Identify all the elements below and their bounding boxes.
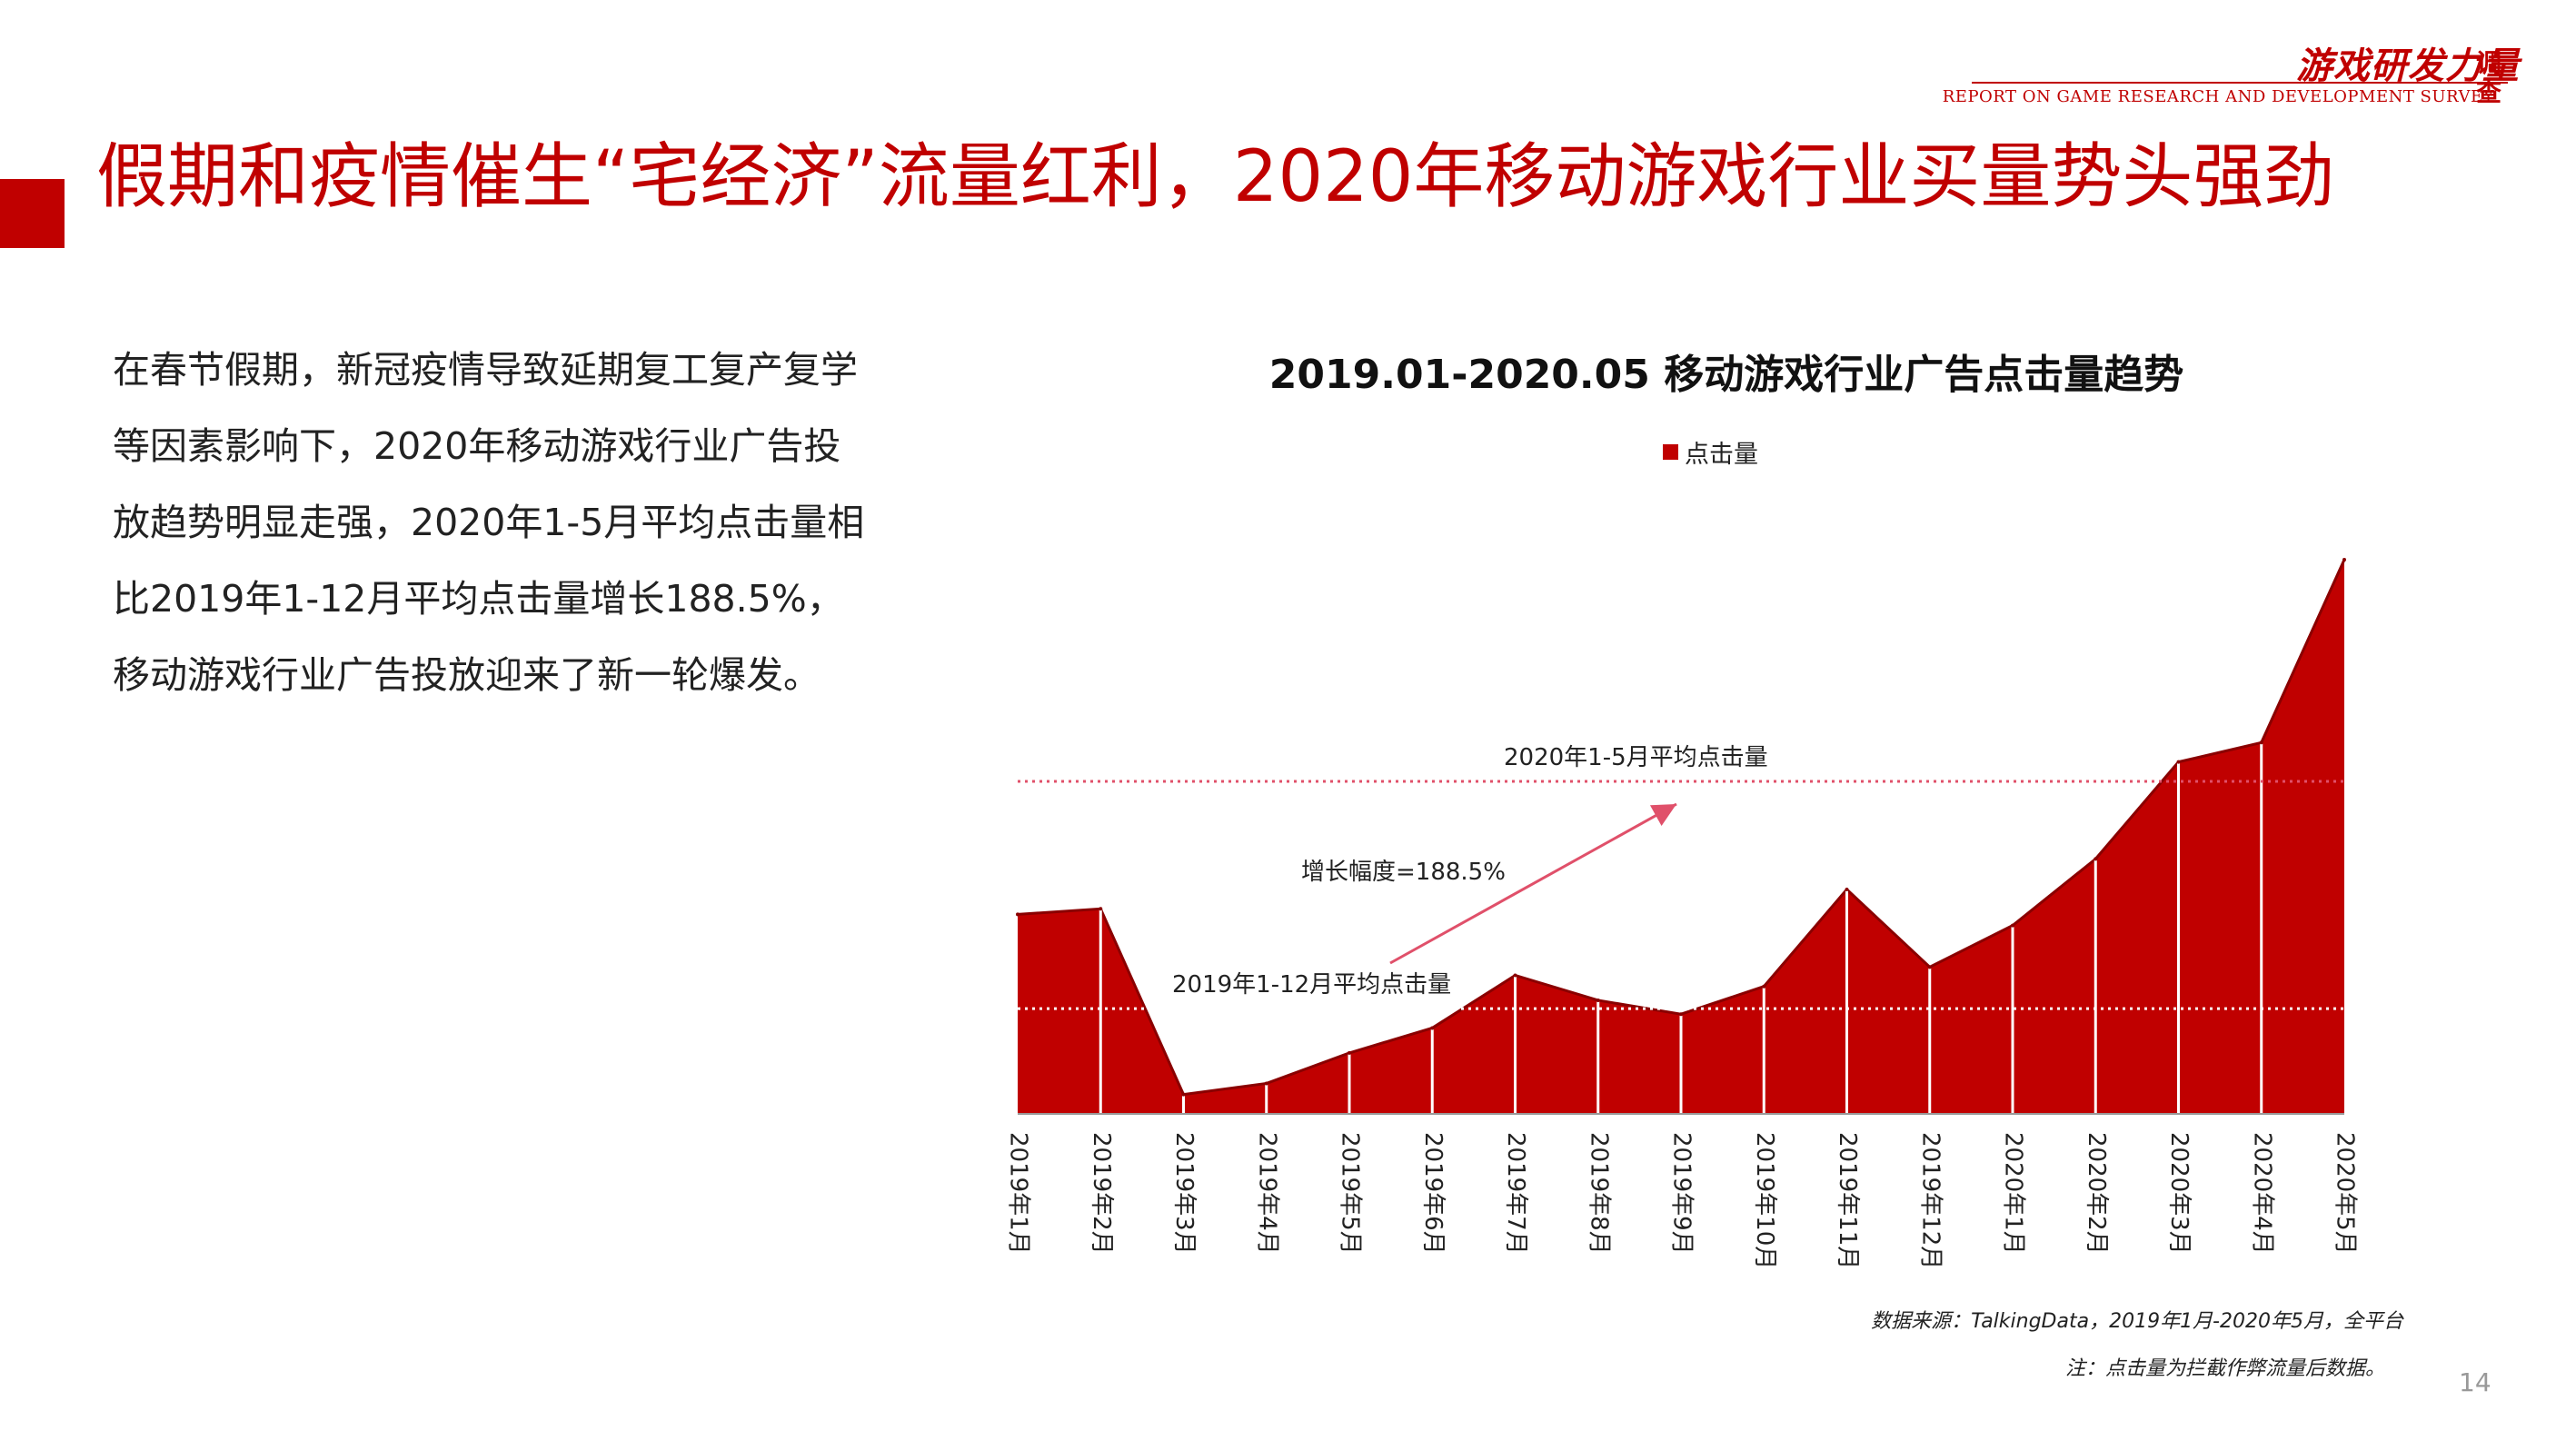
x-tick-label: 2019年2月 [1088, 1132, 1115, 1255]
x-tick-label: 2020年4月 [2248, 1132, 2275, 1255]
x-tick-label: 2019年10月 [1751, 1132, 1778, 1269]
brand-divider [1972, 82, 2508, 84]
growth-annotation-label: 增长幅度=188.5% [1301, 859, 1506, 886]
x-tick-label: 2019年9月 [1668, 1132, 1696, 1255]
x-tick-label: 2019年7月 [1502, 1132, 1529, 1255]
x-tick-label: 2019年3月 [1170, 1132, 1198, 1255]
x-tick-label: 2019年1月 [1005, 1132, 1032, 1255]
title-accent-block [0, 179, 65, 248]
data-point [1513, 973, 1517, 978]
x-tick-label: 2019年8月 [1585, 1132, 1612, 1255]
x-tick-label: 2019年12月 [1916, 1132, 1944, 1269]
body-paragraph: 在春节假期，新冠疫情导致延期复工复产复学等因素影响下，2020年移动游戏行业广告… [113, 348, 865, 697]
data-point [2094, 857, 2098, 861]
x-tick-label: 2019年4月 [1253, 1132, 1280, 1255]
reference-label-2020: 2020年1-5月平均点击量 [1504, 744, 1768, 771]
data-point [1016, 912, 1019, 917]
data-point [1596, 998, 1600, 1002]
data-note: 注：点击量为拦截作弊流量后数据。 [2064, 1357, 2385, 1380]
growth-arrow-line [1389, 802, 1677, 965]
legend-swatch [1663, 444, 1678, 460]
x-tick-label: 2019年6月 [1419, 1132, 1447, 1255]
data-point [1264, 1081, 1268, 1086]
brand-title: 游戏研发力量 [2296, 45, 2520, 87]
data-point [1927, 965, 1932, 969]
data-point [2342, 558, 2346, 561]
x-tick-label: 2020年2月 [2083, 1132, 2110, 1255]
data-point [1181, 1092, 1186, 1097]
data-point [2011, 923, 2014, 928]
data-source: 数据来源：TalkingData，2019年1月-2020年5月，全平台 [1871, 1310, 2403, 1333]
data-point [1679, 1012, 1683, 1017]
page-number: 14 [2459, 1367, 2491, 1397]
x-tick-label: 2020年3月 [2165, 1132, 2193, 1255]
data-point [1430, 1026, 1435, 1030]
data-point [2259, 740, 2263, 745]
data-point [1348, 1050, 1351, 1055]
chart-legend: 点击量 [1663, 434, 1758, 470]
x-tick-label: 2019年11月 [1834, 1132, 1861, 1269]
x-tick-label: 2020年1月 [2000, 1132, 2027, 1255]
reference-label-2019: 2019年1-12月平均点击量 [1172, 971, 1451, 999]
data-point [1099, 907, 1103, 911]
data-point [1762, 984, 1766, 989]
legend-label: 点击量 [1685, 441, 1758, 469]
x-tick-label: 2020年5月 [2332, 1132, 2359, 1255]
chart-title: 2019.01-2020.05 移动游戏行业广告点击量趋势 [1268, 352, 2184, 398]
page-title: 假期和疫情催生“宅经济”流量红利，2020年移动游戏行业买量势头强劲 [96, 136, 2335, 218]
brand-subtitle: REPORT ON GAME RESEARCH AND DEVELOPMENT … [1942, 87, 2494, 106]
data-point [1845, 887, 1849, 891]
growth-arrow-head [1649, 804, 1676, 826]
x-tick-label: 2019年5月 [1337, 1132, 1364, 1255]
data-point [2176, 760, 2181, 764]
